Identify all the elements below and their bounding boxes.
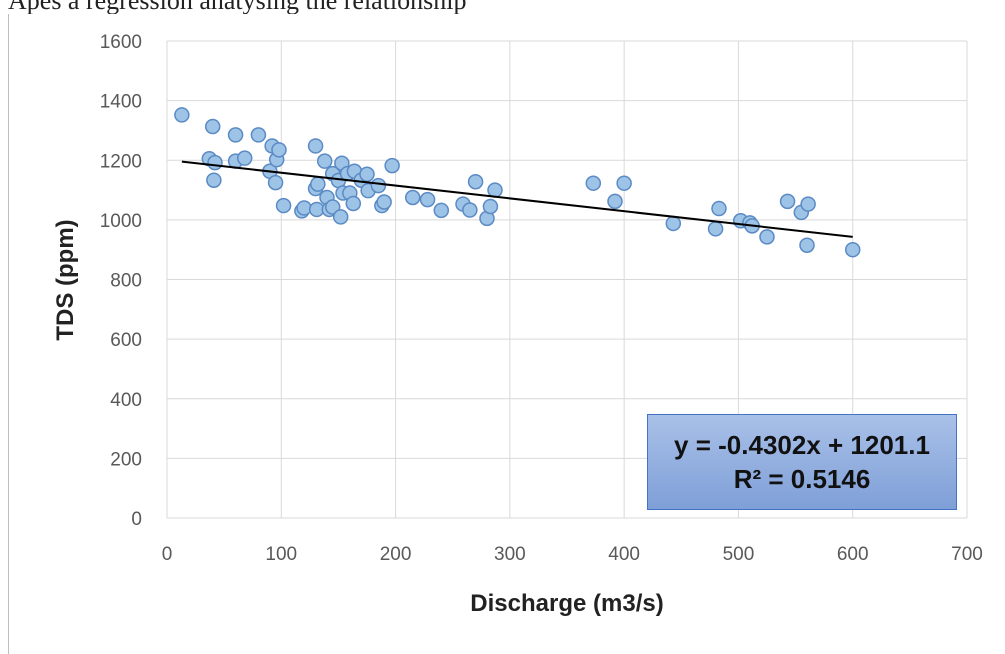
trendline [181, 160, 853, 238]
data-point [275, 197, 292, 214]
data-point [707, 221, 724, 237]
x-tick-label: 700 [951, 544, 983, 565]
data-point [206, 172, 222, 188]
data-point [384, 157, 400, 174]
data-point [607, 193, 623, 210]
data-points [174, 107, 861, 258]
x-tick-label: 600 [837, 544, 869, 565]
data-point [307, 138, 324, 154]
data-point [482, 198, 499, 215]
data-point [487, 182, 503, 198]
y-tick-label: 1600 [100, 32, 142, 53]
data-point [174, 107, 190, 123]
data-point [800, 196, 816, 212]
data-point [359, 166, 375, 183]
y-tick-label: 200 [110, 449, 142, 470]
y-tick-label: 600 [110, 330, 142, 351]
data-point [316, 153, 333, 169]
chart-frame [8, 14, 1004, 654]
data-point [779, 193, 796, 210]
y-tick-labels: 0 200 400 600 800 1000 1200 1400 1600 [100, 32, 142, 530]
data-point [324, 199, 341, 215]
data-point [271, 142, 287, 158]
data-point [207, 154, 223, 171]
y-tick-label: 400 [110, 390, 142, 411]
y-tick-label: 800 [110, 271, 142, 292]
x-tick-label: 400 [608, 544, 640, 565]
y-tick-label: 1200 [100, 151, 142, 172]
x-tick-label: 500 [723, 544, 755, 565]
x-tick-label: 100 [265, 544, 297, 565]
r-squared-value: R² = 0.5146 [733, 464, 871, 494]
caption-fragment: Apes a regression anatysing the relation… [8, 0, 1005, 14]
data-point [759, 229, 775, 245]
data-point [467, 173, 484, 190]
grid-lines [166, 40, 968, 519]
x-tick-label: 300 [494, 544, 526, 565]
data-point [236, 150, 253, 166]
y-tick-label: 1400 [100, 92, 142, 113]
regression-equation-box: y = -0.4302x + 1201.1 R² = 0.5146 [647, 414, 957, 510]
data-point [376, 194, 392, 210]
x-tick-labels: 0 100 200 300 400 500 600 700 [162, 544, 983, 565]
data-point [419, 191, 436, 208]
data-point [296, 200, 312, 216]
x-axis-title: Discharge (m3/s) [470, 590, 663, 617]
data-point [433, 202, 450, 219]
data-point [665, 215, 682, 232]
y-tick-label: 0 [131, 509, 142, 530]
data-point [345, 195, 362, 212]
y-tick-label: 1000 [100, 211, 142, 232]
data-point [370, 177, 387, 194]
x-tick-label: 200 [380, 544, 412, 565]
data-point [310, 176, 326, 192]
data-point [204, 118, 221, 135]
data-point [844, 241, 861, 258]
data-point [332, 209, 349, 225]
data-point [616, 175, 632, 191]
data-point [267, 174, 284, 191]
y-axis-title: TDS (ppm) [52, 219, 79, 340]
data-point [227, 127, 244, 143]
data-point [250, 127, 267, 143]
data-point [404, 189, 421, 206]
data-point [585, 175, 602, 191]
data-point [711, 200, 727, 217]
data-point [462, 202, 478, 218]
x-tick-label: 0 [162, 544, 173, 565]
regression-equation: y = -0.4302x + 1201.1 [674, 430, 930, 460]
data-point [799, 237, 815, 253]
